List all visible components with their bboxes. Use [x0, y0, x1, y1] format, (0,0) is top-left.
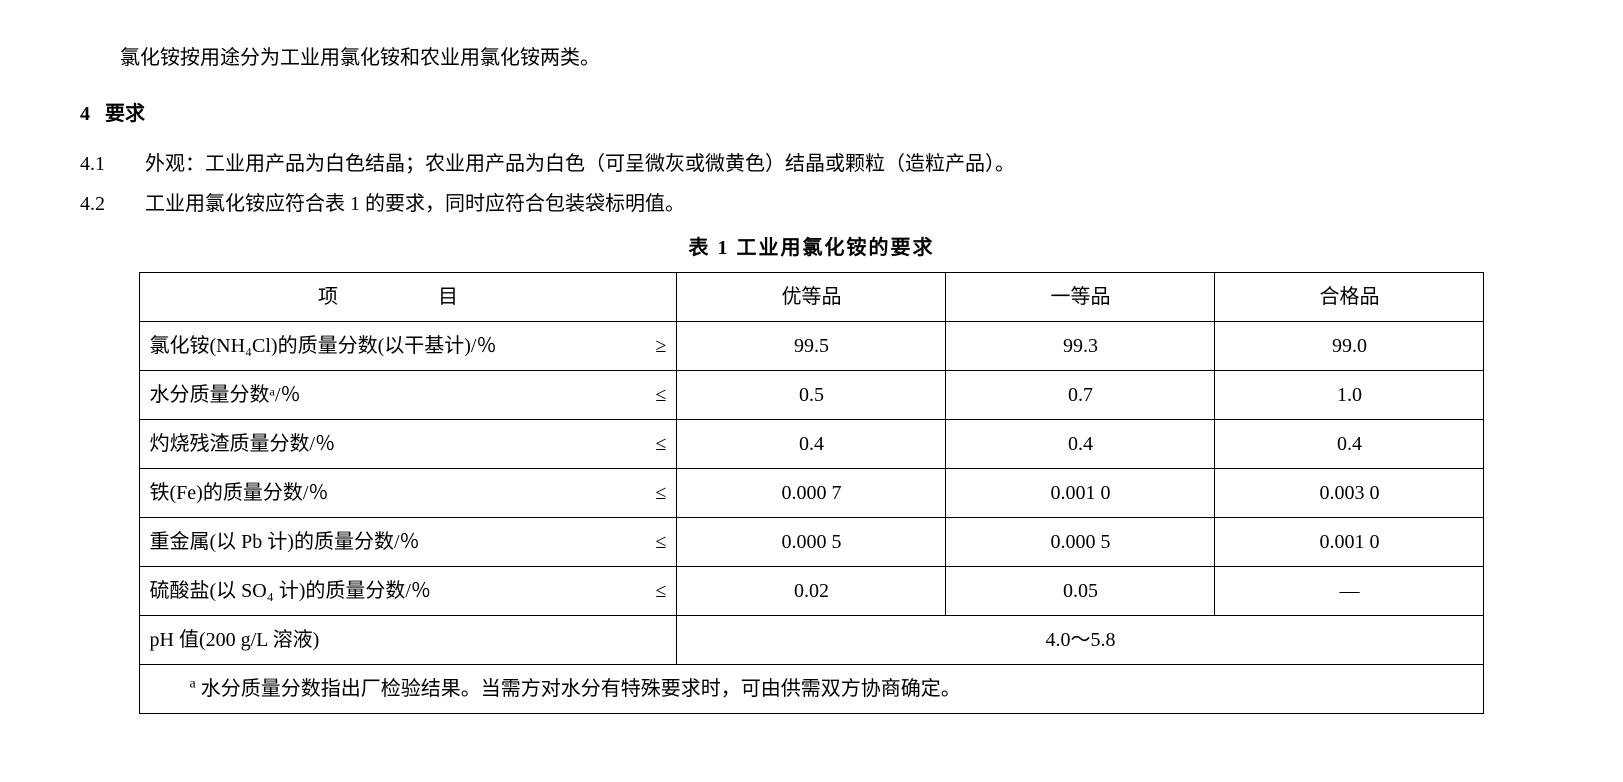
footnote-text: 水分质量分数指出厂检验结果。当需方对水分有特殊要求时，可由供需双方协商确定。 [196, 678, 961, 700]
col-item-label: 项 目 [318, 286, 498, 308]
col-grade-1: 优等品 [677, 273, 946, 322]
value-cell: 99.5 [677, 322, 946, 371]
value-cell: 0.000 5 [946, 518, 1215, 567]
col-grade-3: 合格品 [1215, 273, 1484, 322]
table-row: 水分质量分数ᵃ/％ ≤0.50.71.0 [139, 371, 1484, 420]
intro-text: 氯化铵按用途分为工业用氯化铵和农业用氯化铵两类。 [80, 40, 1543, 76]
value-cell: — [1215, 567, 1484, 616]
value-cell: 0.000 7 [677, 469, 946, 518]
value-cell: 0.4 [946, 420, 1215, 469]
value-cell: 0.05 [946, 567, 1215, 616]
section-4-num: 4 [80, 103, 90, 125]
section-4-heading: 4 要求 [80, 96, 1543, 132]
item-label: 铁(Fe)的质量分数/％ [150, 482, 329, 504]
ph-value-cell: 4.0～5.8 [677, 616, 1484, 665]
table-header-row: 项 目 优等品 一等品 合格品 [139, 273, 1484, 322]
item-label: 重金属(以 Pb 计)的质量分数/％ [150, 531, 420, 553]
table-row: 铁(Fe)的质量分数/％ ≤0.000 70.001 00.003 0 [139, 469, 1484, 518]
value-cell: 0.02 [677, 567, 946, 616]
clause-4-2: 4.2 工业用氯化铵应符合表 1 的要求，同时应符合包装袋标明值。 [80, 186, 1543, 222]
item-cell: 灼烧残渣质量分数/％ ≤ [139, 420, 677, 469]
item-cell: 水分质量分数ᵃ/％ ≤ [139, 371, 677, 420]
item-operator: ≤ [656, 426, 667, 462]
item-operator: ≤ [656, 573, 667, 609]
value-cell: 99.0 [1215, 322, 1484, 371]
item-cell: pH 值(200 g/L 溶液) [139, 616, 677, 665]
clause-4-1: 4.1 外观：工业用产品为白色结晶；农业用产品为白色（可呈微灰或微黄色）结晶或颗… [80, 146, 1543, 182]
table-row: 重金属(以 Pb 计)的质量分数/％≤0.000 50.000 50.001 0 [139, 518, 1484, 567]
footnote-cell: a 水分质量分数指出厂检验结果。当需方对水分有特殊要求时，可由供需双方协商确定。 [139, 665, 1484, 714]
item-label: 水分质量分数ᵃ/％ [150, 384, 301, 406]
item-cell: 硫酸盐(以 SO₄ 计)的质量分数/％ ≤ [139, 567, 677, 616]
table-footnote-row: a 水分质量分数指出厂检验结果。当需方对水分有特殊要求时，可由供需双方协商确定。 [139, 665, 1484, 714]
clause-4-1-num: 4.1 [80, 146, 140, 182]
clause-4-1-text: 外观：工业用产品为白色结晶；农业用产品为白色（可呈微灰或微黄色）结晶或颗粒（造粒… [145, 153, 1015, 175]
value-cell: 0.4 [677, 420, 946, 469]
table-1-title: 表 1 工业用氯化铵的要求 [80, 230, 1543, 266]
table-row: 氯化铵(NH₄Cl)的质量分数(以干基计)/％ ≥99.599.399.0 [139, 322, 1484, 371]
table-row: 灼烧残渣质量分数/％≤0.40.40.4 [139, 420, 1484, 469]
col-item: 项 目 [139, 273, 677, 322]
col-grade-2: 一等品 [946, 273, 1215, 322]
value-cell: 0.5 [677, 371, 946, 420]
value-cell: 0.000 5 [677, 518, 946, 567]
item-label: 氯化铵(NH₄Cl)的质量分数(以干基计)/％ [150, 335, 497, 357]
value-cell: 0.001 0 [946, 469, 1215, 518]
item-operator: ≤ [656, 377, 667, 413]
item-label: 硫酸盐(以 SO₄ 计)的质量分数/％ [150, 580, 431, 602]
item-operator: ≥ [656, 328, 667, 364]
value-cell: 99.3 [946, 322, 1215, 371]
item-operator: ≤ [656, 475, 667, 511]
value-cell: 1.0 [1215, 371, 1484, 420]
item-label: 灼烧残渣质量分数/％ [150, 433, 336, 455]
section-4-title: 要求 [105, 103, 145, 125]
value-cell: 0.003 0 [1215, 469, 1484, 518]
item-cell: 铁(Fe)的质量分数/％ ≤ [139, 469, 677, 518]
table-1: 项 目 优等品 一等品 合格品 氯化铵(NH₄Cl)的质量分数(以干基计)/％ ≥… [139, 272, 1485, 714]
item-operator: ≤ [656, 524, 667, 560]
value-cell: 0.4 [1215, 420, 1484, 469]
item-cell: 重金属(以 Pb 计)的质量分数/％ ≤ [139, 518, 677, 567]
clause-4-2-text: 工业用氯化铵应符合表 1 的要求，同时应符合包装袋标明值。 [145, 193, 685, 215]
value-cell: 0.001 0 [1215, 518, 1484, 567]
value-cell: 0.7 [946, 371, 1215, 420]
table-row: 硫酸盐(以 SO₄ 计)的质量分数/％ ≤0.020.05— [139, 567, 1484, 616]
table-row-ph: pH 值(200 g/L 溶液)4.0～5.8 [139, 616, 1484, 665]
item-cell: 氯化铵(NH₄Cl)的质量分数(以干基计)/％ ≥ [139, 322, 677, 371]
clause-4-2-num: 4.2 [80, 186, 140, 222]
